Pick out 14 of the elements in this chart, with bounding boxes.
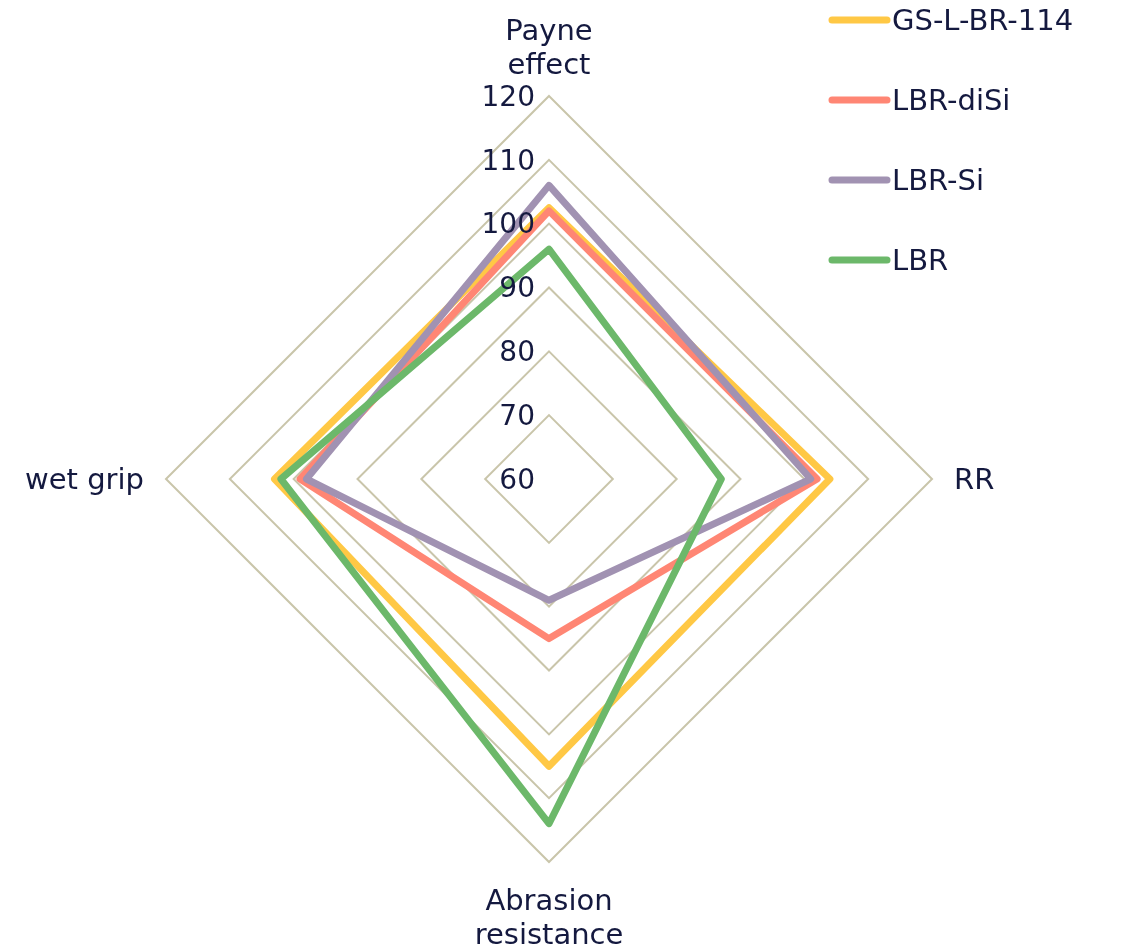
y-tick-label: 90 xyxy=(499,271,535,305)
y-tick-label: 80 xyxy=(499,335,535,369)
y-tick-label: 60 xyxy=(499,462,535,496)
legend-label: LBR-Si xyxy=(892,163,984,198)
spoke-label: Abrasion resistance xyxy=(474,883,624,948)
legend-label: LBR xyxy=(892,243,949,278)
spoke-label: Payne effect xyxy=(505,13,593,81)
spoke-label: RR xyxy=(954,462,995,496)
legend-label: LBR-diSi xyxy=(892,83,1011,118)
y-tick-label: 110 xyxy=(481,143,535,177)
legend-label: GS-L-BR-114 xyxy=(892,3,1074,38)
y-tick-label: 70 xyxy=(499,398,535,432)
spoke-label: wet grip xyxy=(25,462,144,496)
y-tick-label: 120 xyxy=(481,79,535,113)
